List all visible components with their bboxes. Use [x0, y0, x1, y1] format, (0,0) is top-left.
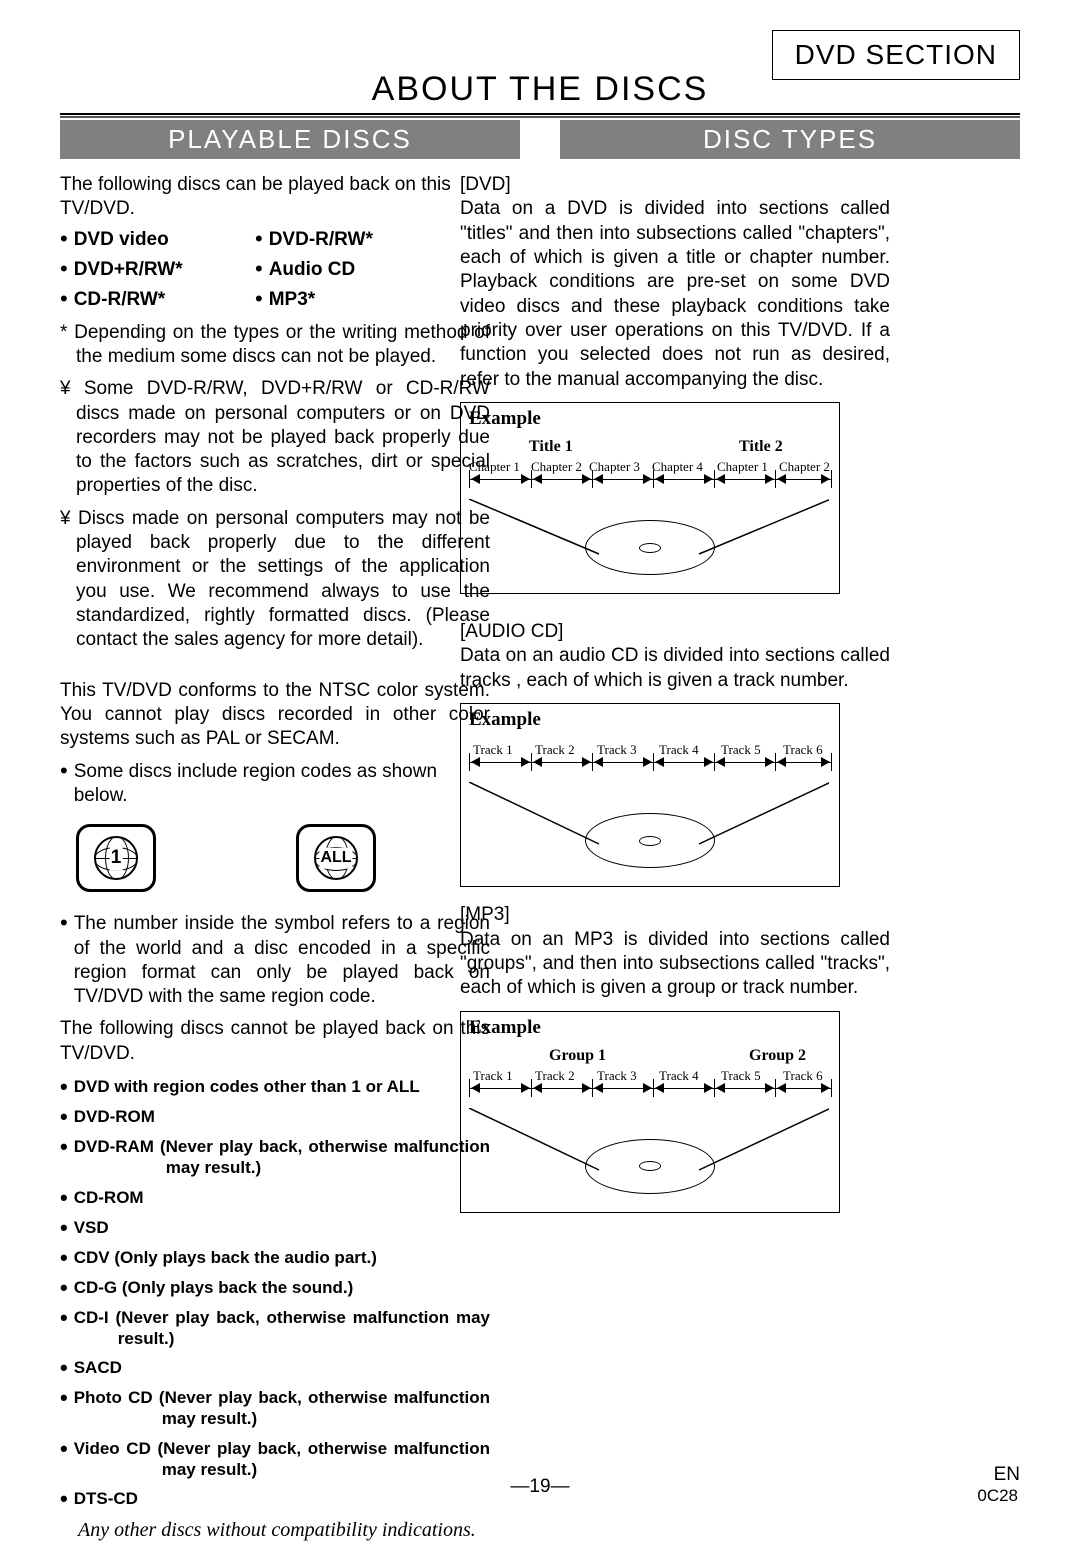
region-explanation: •The number inside the symbol refers to … — [60, 912, 490, 1009]
example-label: Example — [469, 1016, 831, 1040]
asterisk-note: * Depending on the types or the writing … — [60, 321, 490, 370]
intro-text: The following discs can be played back o… — [60, 173, 490, 222]
mp3-tag: [MP3] — [460, 903, 890, 927]
heading-playable-discs: PLAYABLE DISCS — [60, 120, 520, 159]
nonplay-item: CD-I (Never play back, otherwise malfunc… — [74, 1307, 490, 1350]
region-icon: 1 — [76, 824, 156, 892]
nonplay-item: DVD-RAM (Never play back, otherwise malf… — [74, 1136, 490, 1179]
audio-body: Data on an audio CD is divided into sect… — [460, 644, 890, 693]
nonplay-item: VSD — [74, 1217, 109, 1238]
nonplayable-list: •DVD with region codes other than 1 or A… — [60, 1076, 490, 1510]
nonplay-item: Video CD (Never play back, otherwise mal… — [74, 1438, 490, 1481]
nonplay-item: CD-G (Only plays back the sound.) — [74, 1277, 354, 1298]
right-column: [DVD] Data on a DVD is divided into sect… — [460, 173, 890, 1213]
audio-example: Example Track 1 Track 2 Track 3 Track 4 … — [460, 703, 840, 887]
region-code-value: ALL — [319, 848, 352, 868]
track-label: Track 6 — [783, 742, 823, 759]
nonplay-item: Photo CD (Never play back, otherwise mal… — [74, 1387, 490, 1430]
mp3-example: Example Group 1 Group 2 Track 1 Track 2 … — [460, 1011, 840, 1213]
group-label: Group 1 — [549, 1046, 606, 1066]
doc-code: 0C28 — [977, 1486, 1018, 1506]
dvd-example: Example Title 1 Title 2 Chapter 1 Chapte… — [460, 402, 840, 594]
playable-item: DVD-R/RW* — [269, 228, 373, 252]
dvd-body: Data on a DVD is divided into sections c… — [460, 197, 890, 392]
page-number: —19— — [0, 1476, 1080, 1498]
track-label: Track 5 — [721, 1068, 761, 1085]
note-2: ¥ Discs made on personal computers may n… — [60, 507, 490, 653]
nonplay-item: CD-ROM — [74, 1187, 144, 1208]
title-label: Title 1 — [529, 437, 573, 457]
nonplay-item: SACD — [74, 1357, 122, 1378]
note-text: Discs made on personal computers may not… — [76, 508, 490, 651]
left-column: The following discs can be played back o… — [60, 173, 490, 1544]
playable-item: DVD+R/RW* — [74, 258, 183, 282]
section-tag: DVD SECTION — [772, 30, 1020, 80]
mp3-body: Data on an MP3 is divided into sections … — [460, 928, 890, 1001]
playable-row-3: •CD-R/RW* •MP3* — [60, 288, 490, 312]
disc-icon — [585, 1139, 715, 1194]
heading-disc-types: DISC TYPES — [560, 120, 1020, 159]
nonplay-tail: Any other discs without compatibility in… — [60, 1518, 490, 1544]
region-icon: ALL — [296, 824, 376, 892]
group-label: Group 2 — [749, 1046, 806, 1066]
playable-item: MP3* — [269, 288, 315, 312]
track-label: Track 4 — [659, 1068, 699, 1085]
example-label: Example — [469, 407, 831, 431]
nonplay-item: DVD-ROM — [74, 1106, 155, 1127]
nonplay-item: DVD with region codes other than 1 or AL… — [74, 1076, 420, 1097]
region-code-value: 1 — [110, 846, 123, 870]
track-label: Track 6 — [783, 1068, 823, 1085]
disc-icon — [585, 813, 715, 868]
disc-icon — [585, 520, 715, 575]
region-bullet: •Some discs include region codes as show… — [60, 760, 490, 809]
region-bullet-text: Some discs include region codes as shown… — [74, 760, 490, 809]
region-expl-text: The number inside the symbol refers to a… — [74, 912, 490, 1009]
nonplay-intro: The following discs cannot be played bac… — [60, 1017, 490, 1066]
playable-item: CD-R/RW* — [74, 288, 165, 312]
playable-row-1: •DVD video •DVD-R/RW* — [60, 228, 490, 252]
lang-code: EN — [994, 1464, 1020, 1486]
ntsc-text: This TV/DVD conforms to the NTSC color s… — [60, 679, 490, 752]
footer: —19— — [0, 1476, 1080, 1498]
track-label: Track 5 — [721, 742, 761, 759]
column-headings: PLAYABLE DISCS DISC TYPES — [60, 120, 1020, 159]
region-icons: 1 ALL — [60, 824, 490, 892]
playable-row-2: •DVD+R/RW* •Audio CD — [60, 258, 490, 282]
title-underline — [60, 116, 1020, 118]
audio-tag: [AUDIO CD] — [460, 620, 890, 644]
content-area: The following discs can be played back o… — [60, 159, 1020, 1359]
playable-item: DVD video — [74, 228, 169, 252]
playable-item: Audio CD — [269, 258, 356, 282]
track-label: Track 4 — [659, 742, 699, 759]
nonplay-item: CDV (Only plays back the audio part.) — [74, 1247, 377, 1268]
note-text: Some DVD-R/RW, DVD+R/RW or CD-R/RW discs… — [76, 378, 490, 496]
dvd-tag: [DVD] — [460, 173, 890, 197]
title-label: Title 2 — [739, 437, 783, 457]
example-label: Example — [469, 708, 831, 732]
note-1: ¥ Some DVD-R/RW, DVD+R/RW or CD-R/RW dis… — [60, 377, 490, 499]
